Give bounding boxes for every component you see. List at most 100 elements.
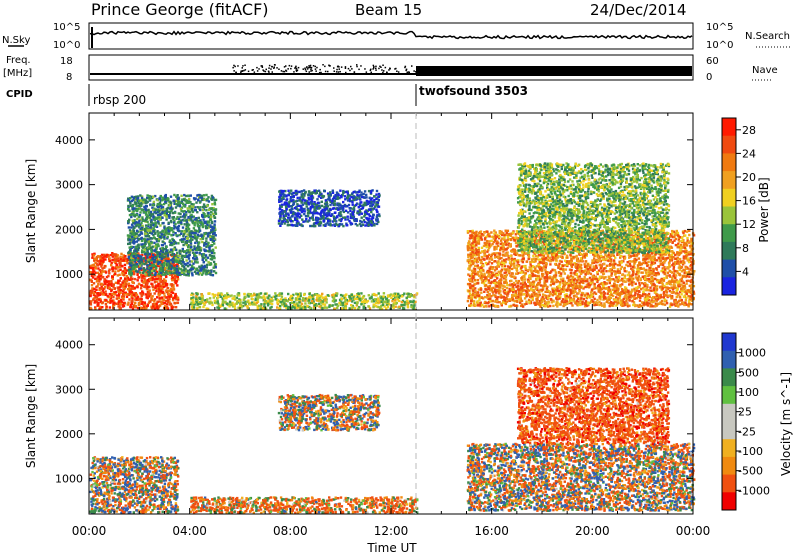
heatmap-cell	[342, 190, 345, 193]
heatmap-cell	[127, 282, 131, 285]
heatmap-cell	[482, 234, 485, 237]
heatmap-cell	[485, 257, 489, 260]
heatmap-cell	[127, 238, 130, 242]
heatmap-cell	[157, 290, 161, 293]
heatmap-cell	[298, 299, 301, 303]
heatmap-cell	[309, 208, 312, 211]
heatmap-cell	[138, 219, 141, 222]
heatmap-cell	[153, 241, 156, 245]
heatmap-cell	[582, 278, 585, 281]
heatmap-cell	[312, 202, 316, 206]
heatmap-cell	[256, 305, 259, 308]
heatmap-cell	[141, 300, 144, 304]
heatmap-cell	[206, 269, 210, 272]
heatmap-cell	[368, 196, 371, 199]
heatmap-cell	[183, 210, 186, 213]
heatmap-cell	[283, 203, 286, 206]
nave-dot	[406, 71, 408, 73]
heatmap-cell	[197, 216, 200, 220]
heatmap-cell	[146, 251, 149, 255]
heatmap-cell	[128, 286, 131, 289]
heatmap-cell	[149, 257, 153, 260]
heatmap-cell	[134, 233, 137, 237]
heatmap-cell	[352, 208, 355, 211]
heatmap-cell	[313, 304, 317, 307]
heatmap-cell	[162, 298, 165, 302]
heatmap-cell	[500, 230, 503, 233]
nave-dot	[240, 71, 242, 74]
heatmap-cell	[546, 278, 549, 281]
heatmap-cell	[169, 206, 173, 209]
nave-dot	[241, 70, 244, 72]
heatmap-cell	[208, 226, 211, 229]
heatmap-cell	[128, 266, 131, 269]
heatmap-cell	[170, 201, 173, 204]
heatmap-cell	[264, 307, 268, 310]
heatmap-cell	[158, 235, 162, 239]
heatmap-cell	[333, 199, 336, 203]
heatmap-cell	[118, 279, 121, 282]
heatmap-cell	[103, 278, 106, 281]
heatmap-cell	[130, 302, 133, 305]
heatmap-cell	[280, 200, 283, 203]
heatmap-cell	[191, 248, 195, 252]
heatmap-cell	[351, 216, 354, 220]
heatmap-cell	[98, 288, 101, 291]
date-label: 24/Dec/2014	[590, 1, 686, 19]
heatmap-cell	[533, 239, 537, 242]
heatmap-cell	[367, 208, 371, 211]
heatmap-cell	[126, 303, 129, 306]
heatmap-cell	[197, 243, 200, 246]
heatmap-cell	[134, 220, 137, 224]
heatmap-cell	[204, 254, 208, 257]
heatmap-cell	[202, 260, 205, 264]
heatmap-cell	[150, 264, 154, 267]
heatmap-cell	[173, 221, 176, 224]
heatmap-cell	[172, 230, 175, 234]
nave-dot	[285, 69, 287, 72]
heatmap-cell	[319, 221, 322, 224]
heatmap-cell	[252, 302, 255, 306]
heatmap-cell	[169, 211, 172, 215]
heatmap-cell	[104, 282, 107, 286]
heatmap-cell	[164, 195, 167, 198]
heatmap-cell	[288, 208, 292, 212]
heatmap-cell	[326, 198, 330, 201]
heatmap-cell	[214, 198, 218, 202]
heatmap-cell	[165, 249, 168, 252]
nave-dot	[283, 66, 286, 68]
heatmap-cell	[349, 213, 353, 216]
heatmap-cell	[183, 213, 186, 216]
heatmap-cell	[97, 298, 101, 301]
nave-dot	[282, 70, 284, 73]
heatmap-cell	[107, 269, 111, 273]
heatmap-cell	[363, 220, 366, 224]
heatmap-cell	[228, 294, 232, 298]
heatmap-cell	[183, 254, 186, 258]
heatmap-cell	[255, 301, 259, 305]
heatmap-cell	[332, 215, 336, 218]
heatmap-cell	[195, 298, 198, 301]
heatmap-cell	[602, 298, 605, 301]
heatmap-cell	[259, 306, 262, 309]
nave-dot	[290, 67, 292, 70]
heatmap-cell	[204, 249, 207, 252]
heatmap-cell	[117, 294, 121, 297]
heatmap-cell	[112, 283, 115, 286]
heatmap-cell	[486, 234, 489, 238]
heatmap-cell	[129, 268, 132, 271]
nave-dot	[309, 64, 312, 67]
heatmap-cell	[105, 275, 109, 279]
heatmap-cell	[210, 251, 214, 254]
heatmap-cell	[356, 293, 359, 296]
heatmap-cell	[97, 260, 100, 263]
heatmap-cell	[176, 278, 180, 281]
heatmap-cell	[327, 219, 330, 222]
heatmap-cell	[351, 213, 355, 216]
heatmap-cell	[292, 194, 295, 198]
heatmap-cell	[131, 259, 134, 262]
heatmap-cell	[341, 194, 344, 197]
nave-dot	[304, 68, 307, 71]
heatmap-cell	[171, 261, 175, 264]
heatmap-cell	[234, 302, 237, 306]
